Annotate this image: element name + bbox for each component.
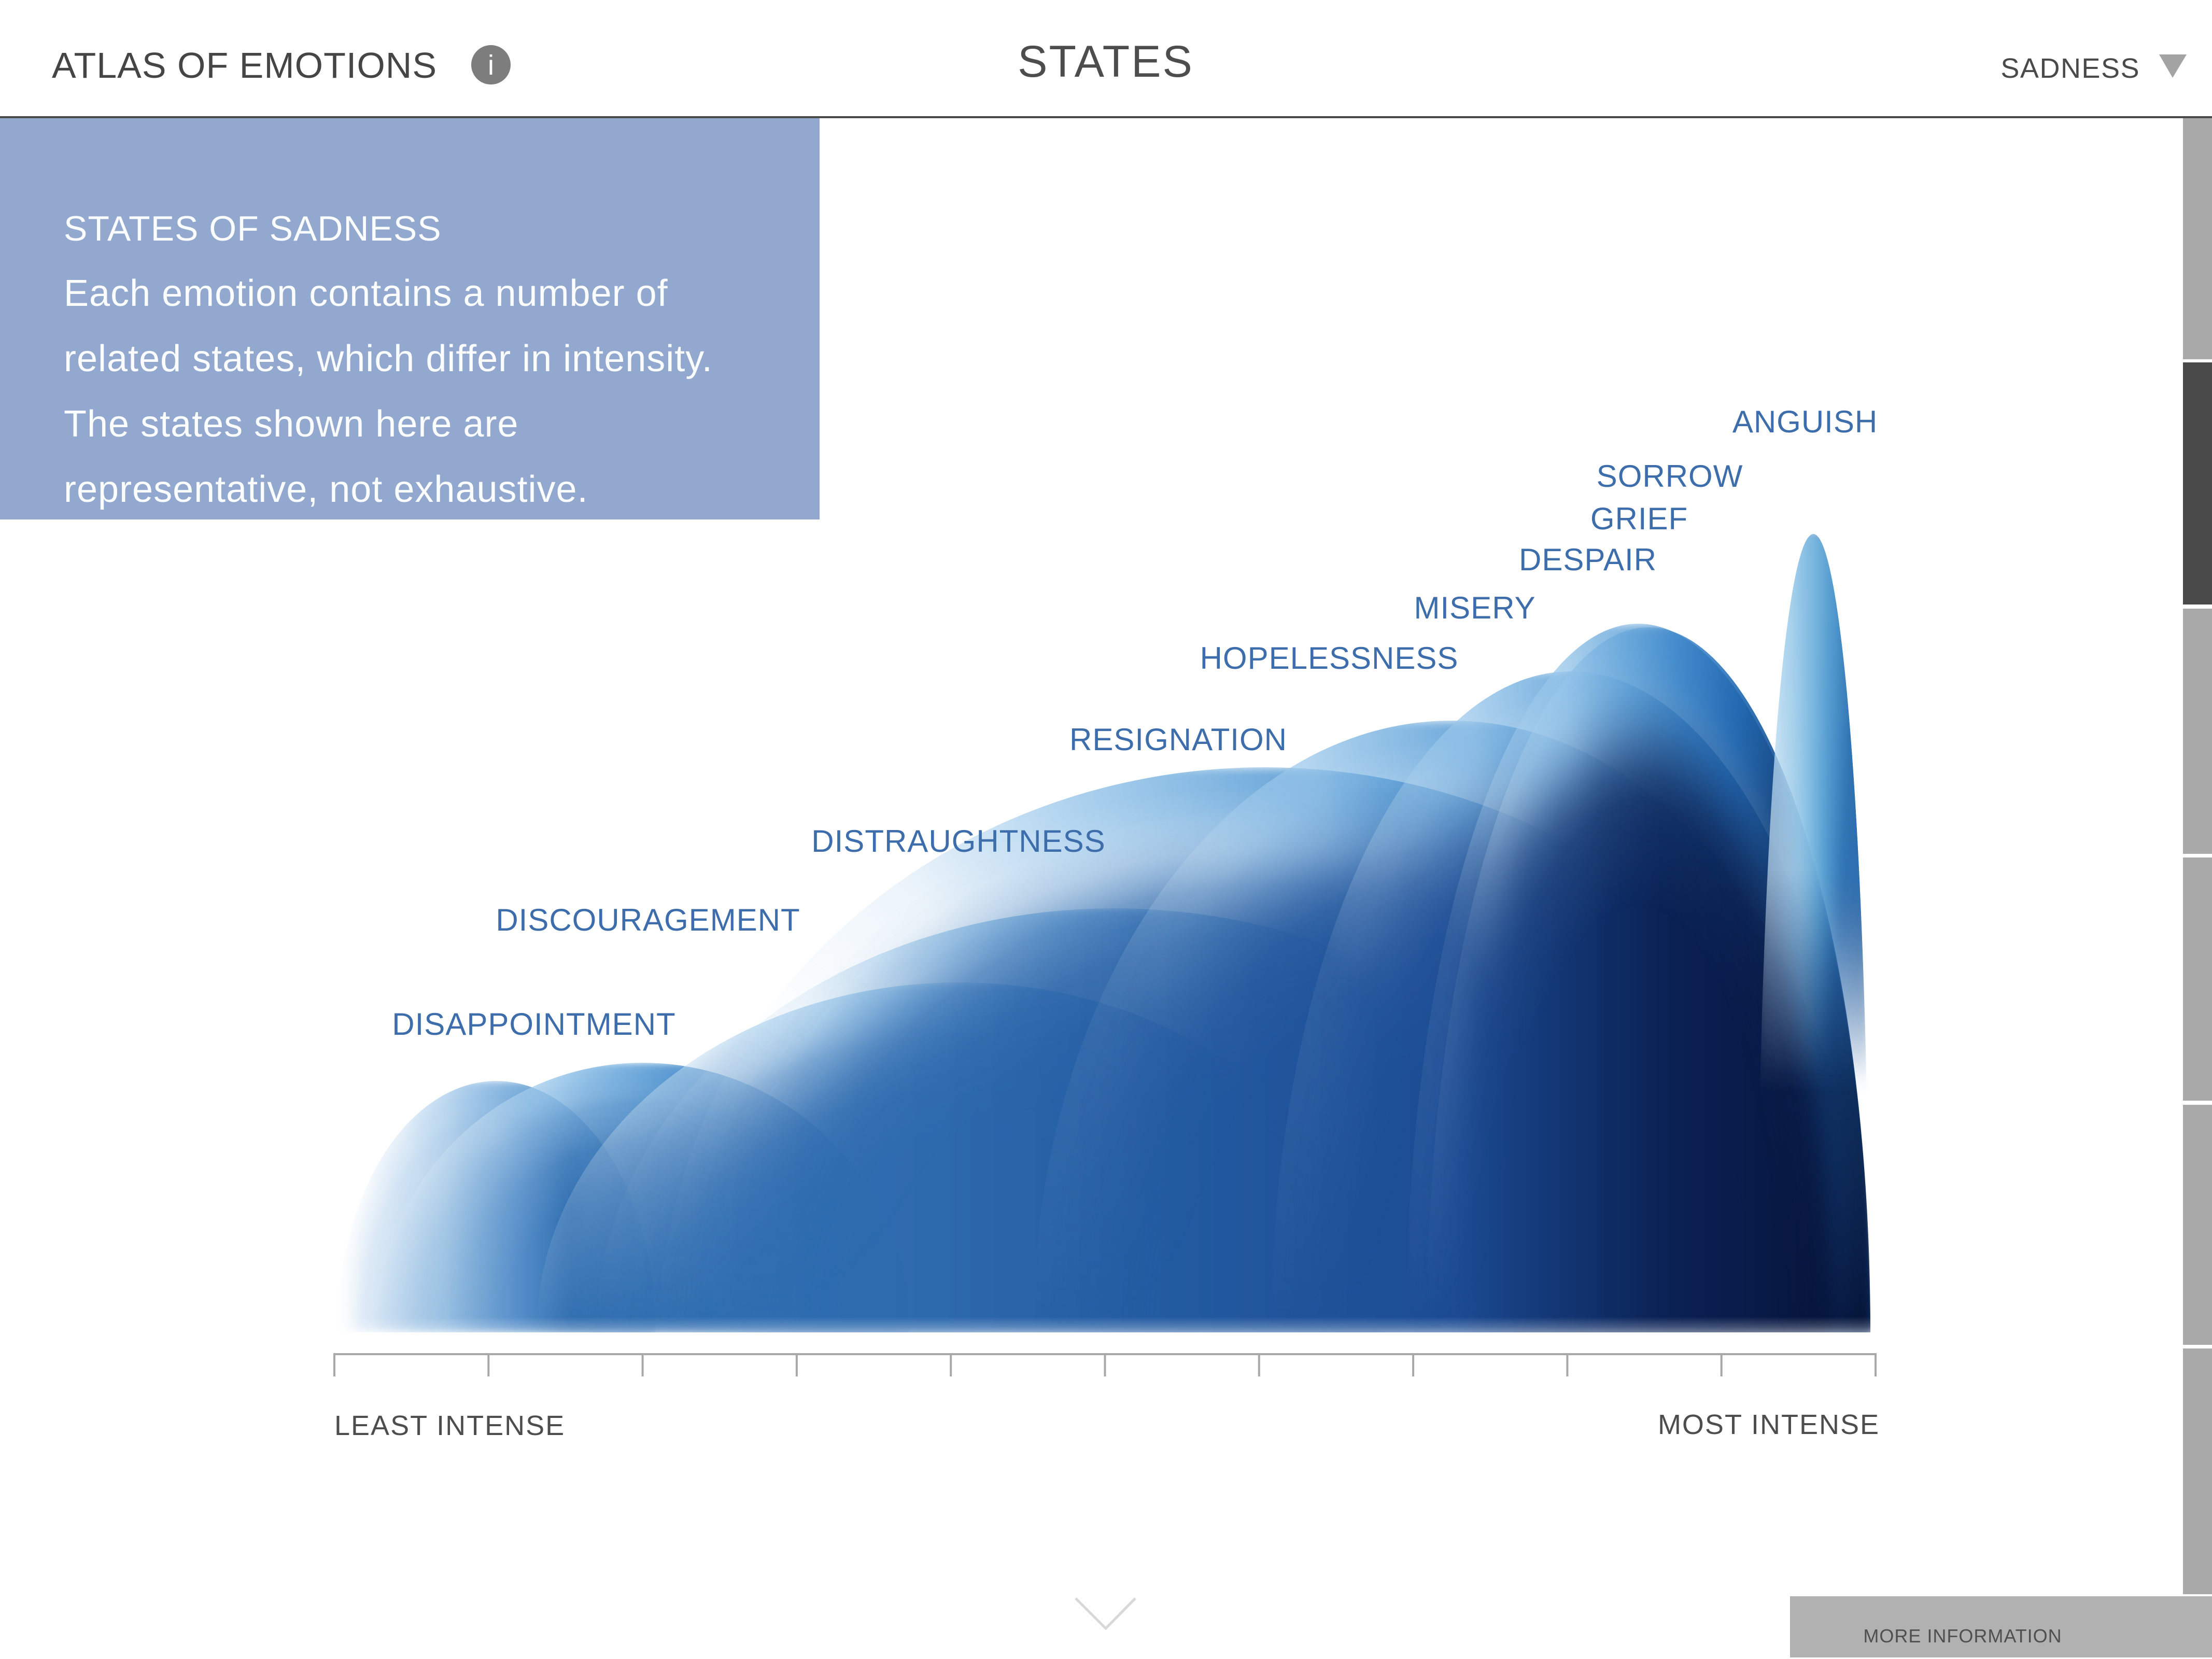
svg-text:STATES: STATES bbox=[1018, 37, 1194, 87]
svg-text:MOST INTENSE: MOST INTENSE bbox=[1658, 1409, 1880, 1440]
svg-text:DISTRAUGHTNESS: DISTRAUGHTNESS bbox=[811, 824, 1105, 859]
svg-text:ATLAS OF EMOTIONS: ATLAS OF EMOTIONS bbox=[52, 45, 437, 86]
svg-text:The states shown here are: The states shown here are bbox=[64, 403, 518, 445]
svg-text:DISCOURAGEMENT: DISCOURAGEMENT bbox=[496, 903, 800, 937]
svg-text:ANGUISH: ANGUISH bbox=[1732, 404, 1878, 439]
svg-text:GRIEF: GRIEF bbox=[1590, 501, 1688, 536]
svg-text:SORROW: SORROW bbox=[1597, 459, 1743, 494]
svg-text:MORE INFORMATION: MORE INFORMATION bbox=[1863, 1625, 2062, 1647]
svg-text:SADNESS: SADNESS bbox=[2000, 53, 2140, 84]
svg-text:i: i bbox=[488, 50, 494, 81]
svg-text:related states, which differ i: related states, which differ in intensit… bbox=[64, 338, 713, 379]
svg-text:STATES OF SADNESS: STATES OF SADNESS bbox=[64, 209, 442, 248]
svg-text:HOPELESSNESS: HOPELESSNESS bbox=[1200, 641, 1459, 676]
svg-text:Each emotion contains a number: Each emotion contains a number of bbox=[64, 273, 668, 314]
svg-text:RESIGNATION: RESIGNATION bbox=[1069, 722, 1287, 757]
svg-text:LEAST INTENSE: LEAST INTENSE bbox=[334, 1410, 565, 1441]
svg-text:MISERY: MISERY bbox=[1414, 591, 1536, 625]
svg-text:DISAPPOINTMENT: DISAPPOINTMENT bbox=[392, 1007, 675, 1042]
svg-text:representative, not exhaustive: representative, not exhaustive. bbox=[64, 469, 588, 510]
svg-text:DESPAIR: DESPAIR bbox=[1519, 542, 1657, 577]
